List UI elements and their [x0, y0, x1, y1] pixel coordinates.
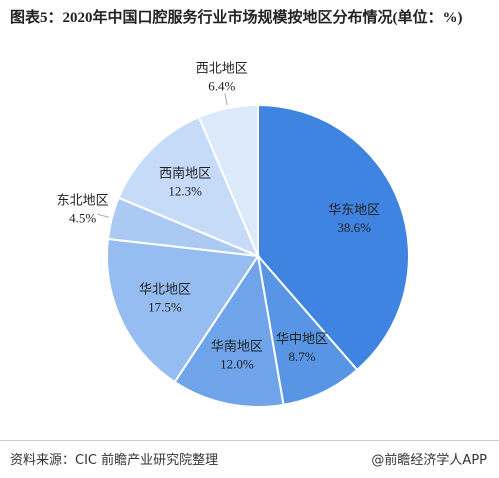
leader-line [224, 93, 228, 106]
value-label: 17.5% [148, 299, 182, 314]
pie-slice [117, 115, 260, 258]
slice-label: 西北地区 [196, 60, 248, 75]
slice-label: 东北地区 [57, 192, 109, 207]
source: 资料来源：CIC 前瞻产业研究院整理 [10, 453, 219, 468]
slice-label: 西南地区 [159, 166, 211, 181]
pie-slice [173, 253, 285, 408]
pie-slice [257, 103, 410, 372]
value-label: 38.6% [337, 220, 371, 235]
credit: @前瞻经济学人APP [371, 453, 487, 468]
leader-line [97, 213, 110, 218]
pie-slice [256, 252, 359, 406]
slice-label: 华北地区 [139, 281, 191, 296]
chart-title: 图表5：2020年中国口腔服务行业市场规模按地区分布情况(单位：%) [10, 10, 463, 26]
chart: 华东地区 38.6% 华中地区 8.7% 华南地区 12.0% 华北地区 17.5% 东北地区 4… [57, 60, 410, 408]
value-label: 12.3% [168, 184, 202, 199]
slice-label: 华中地区 [276, 331, 328, 346]
pie-slice [197, 103, 259, 257]
slice-label: 华南地区 [211, 338, 263, 353]
value-label: 12.0% [220, 356, 254, 371]
value-label: 4.5% [69, 210, 96, 225]
slice-label: 华东地区 [328, 202, 380, 217]
footer: 资料来源：CIC 前瞻产业研究院整理 @前瞻经济学人APP [0, 440, 499, 478]
pie-slice [106, 237, 260, 384]
value-label: 6.4% [208, 78, 235, 93]
value-label: 8.7% [288, 349, 315, 364]
